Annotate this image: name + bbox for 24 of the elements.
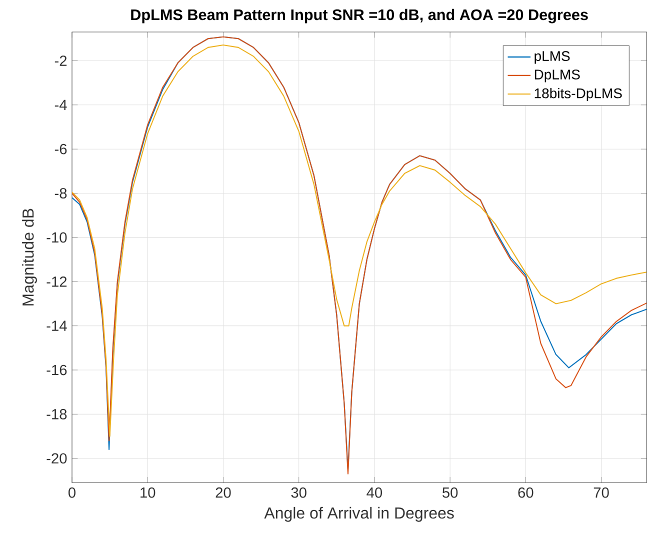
y-tick-label: -2 [54, 56, 67, 66]
y-tick-label: -20 [46, 453, 67, 464]
legend-label: DpLMS [534, 70, 580, 82]
y-tick-label: -16 [46, 364, 67, 376]
x-tick-label: 0 [68, 487, 76, 498]
x-tick-label: 40 [366, 487, 382, 498]
x-tick-label: 30 [291, 487, 306, 498]
y-tick-label: -12 [46, 276, 67, 287]
x-tick-label: 10 [140, 487, 156, 498]
x-tick-label: 50 [442, 487, 458, 498]
y-tick-label: -8 [54, 188, 67, 198]
x-axis-title: Angle of Arrival in Degrees [264, 506, 454, 522]
y-tick-label: -14 [46, 320, 67, 331]
x-tick-label: 70 [594, 487, 609, 498]
y-tick-label: -4 [54, 100, 67, 110]
chart-title: DpLMS Beam Pattern Input SNR =10 dB, and AOA =20 Degrees [131, 8, 588, 24]
x-tick-label: 20 [216, 487, 231, 498]
x-tick-label: 60 [518, 487, 534, 498]
y-tick-label: -18 [46, 409, 67, 420]
legend-label: 18bits-DpLMS [534, 88, 622, 102]
y-tick-label: -10 [46, 232, 67, 243]
y-axis-title: Magnitude dB [22, 208, 37, 306]
legend-label: pLMS [534, 51, 570, 64]
y-tick-label: -6 [54, 144, 67, 154]
